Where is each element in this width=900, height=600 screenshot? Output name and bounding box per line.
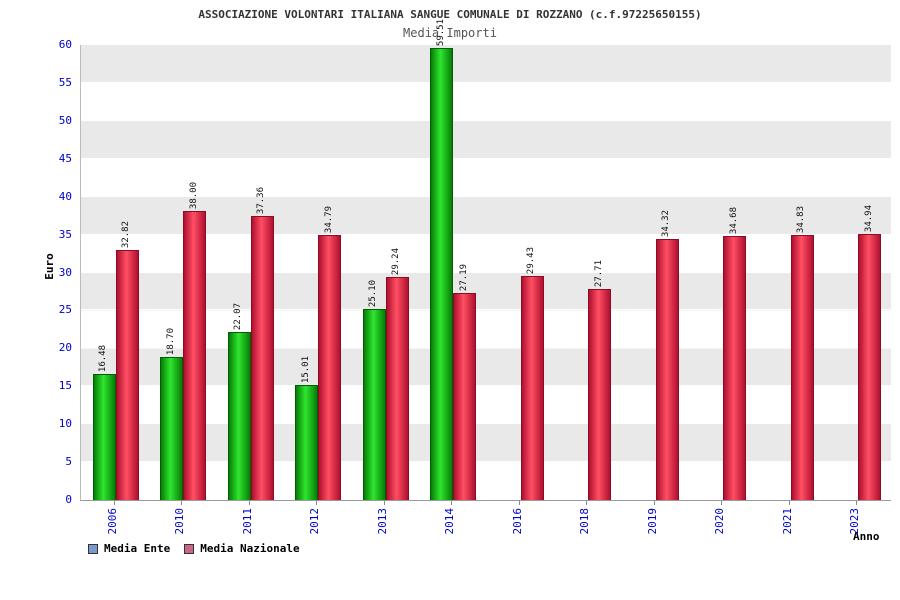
y-tick-label: 55	[58, 75, 72, 89]
bar-media-nazionale	[655, 238, 679, 500]
bar-value-label: 34.32	[661, 209, 672, 237]
x-tick-label: 2014	[443, 508, 457, 535]
bar-value-label: 29.24	[391, 248, 402, 276]
gridline	[81, 195, 891, 197]
bar-media-ente	[227, 331, 251, 500]
x-tick-label: 2012	[308, 508, 322, 535]
x-tick-mark	[383, 501, 385, 505]
bar-value-label: 18.70	[165, 328, 176, 356]
x-tick-label: 2018	[578, 508, 592, 535]
bar-media-ente	[295, 385, 319, 500]
x-tick-label: 2023	[848, 508, 862, 535]
bar-media-nazionale	[520, 275, 544, 500]
gridline	[81, 119, 891, 121]
y-tick-label: 60	[58, 38, 72, 51]
x-tick-mark	[113, 501, 115, 505]
bar-value-label: 29.43	[526, 246, 537, 274]
x-tick-mark	[788, 501, 790, 505]
y-tick-label: 5	[65, 455, 72, 469]
x-tick-label: 2019	[645, 508, 659, 535]
bar-value-label: 38.00	[188, 181, 199, 209]
bar-value-label: 27.19	[458, 263, 469, 291]
x-tick-mark	[721, 501, 723, 505]
bar-value-label: 34.79	[323, 206, 334, 234]
bar-media-nazionale	[385, 277, 409, 500]
x-tick-label: 2010	[173, 508, 187, 535]
gridline	[81, 423, 891, 425]
chart-subtitle: Media Importi	[403, 26, 497, 40]
bar-media-ente	[92, 374, 116, 500]
x-tick-label: 2020	[713, 508, 727, 535]
x-tick-mark	[653, 501, 655, 505]
x-axis-title: Anno	[853, 530, 880, 543]
x-tick-mark	[248, 501, 250, 505]
x-tick-mark	[856, 501, 858, 505]
y-tick-label: 25	[58, 303, 72, 317]
bar-value-label: 34.68	[728, 206, 739, 235]
bar-media-ente	[160, 357, 184, 500]
gridline	[81, 157, 891, 159]
bar-value-label: 59.51	[435, 18, 446, 46]
media-nazionale-legend-label: Media Nazionale	[200, 542, 300, 555]
bar-media-nazionale	[588, 288, 612, 500]
y-tick-label: 45	[58, 151, 72, 165]
bar-value-label: 27.71	[593, 259, 604, 287]
y-tick-label: 0	[65, 493, 72, 506]
x-tick-mark	[518, 501, 520, 505]
legend-item-media-nazionale: Media Nazionale	[184, 542, 300, 555]
bar-value-label: 16.48	[98, 344, 109, 373]
bar-media-ente	[362, 308, 386, 500]
bar-value-label: 25.10	[368, 279, 379, 307]
bar-media-ente	[430, 47, 454, 500]
bar-media-nazionale	[115, 250, 139, 500]
bar-value-label: 15.01	[300, 356, 311, 384]
bar-media-nazionale	[723, 236, 747, 500]
media-ente-legend-label: Media Ente	[104, 542, 171, 555]
y-tick-label: 50	[58, 113, 72, 127]
legend-item-media-ente: Media Ente	[88, 542, 170, 555]
media-ente-legend-marker	[88, 543, 98, 554]
gridline	[81, 44, 891, 45]
x-tick-mark	[586, 501, 588, 505]
gridline	[81, 347, 891, 349]
bar-value-label: 34.94	[863, 204, 874, 233]
x-tick-label: 2011	[240, 508, 254, 535]
y-tick-label: 10	[58, 417, 72, 431]
y-tick-label: 30	[58, 265, 72, 279]
bar-value-label: 34.83	[796, 205, 807, 233]
y-tick-label: 40	[58, 189, 72, 203]
gridline	[81, 233, 891, 235]
bar-media-nazionale	[250, 215, 274, 500]
x-tick-mark	[316, 501, 318, 505]
bar-value-label: 32.82	[121, 221, 132, 249]
x-tick-label: 2006	[105, 508, 119, 535]
gridline	[81, 271, 891, 273]
y-tick-label: 15	[58, 379, 72, 393]
bar-media-nazionale	[183, 210, 207, 500]
gridline	[81, 385, 891, 387]
gridline	[81, 81, 891, 83]
chart-title: ASSOCIAZIONE VOLONTARI ITALIANA SANGUE C…	[198, 8, 702, 21]
bar-media-nazionale	[858, 234, 882, 500]
plot-area: 16.48 18.70 22.07 15.01 25.10 59.51 32.82 38.00…	[80, 19, 891, 501]
bar-media-nazionale	[790, 234, 814, 500]
x-tick-mark	[451, 501, 453, 505]
bar-media-nazionale	[318, 235, 342, 500]
bar-value-label: 37.36	[256, 186, 267, 214]
y-tick-label: 20	[58, 341, 72, 355]
y-tick-label: 35	[58, 227, 72, 241]
x-tick-label: 2013	[375, 508, 389, 535]
media-nazionale-legend-marker	[184, 543, 195, 554]
legend: Media Ente Media Nazionale	[88, 542, 300, 555]
gridline	[81, 309, 891, 311]
x-tick-mark	[181, 501, 183, 505]
bar-media-nazionale	[453, 292, 477, 500]
x-tick-label: 2016	[510, 508, 524, 535]
bar-value-label: 22.07	[233, 302, 244, 330]
x-tick-label: 2021	[780, 508, 794, 535]
gridline	[81, 461, 891, 463]
